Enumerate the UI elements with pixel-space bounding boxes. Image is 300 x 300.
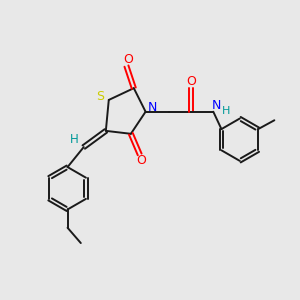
Text: O: O <box>186 75 196 88</box>
Text: O: O <box>123 53 133 66</box>
Text: N: N <box>212 99 221 112</box>
Text: S: S <box>97 91 104 103</box>
Text: H: H <box>221 106 230 116</box>
Text: H: H <box>70 133 79 146</box>
Text: O: O <box>136 154 146 167</box>
Text: N: N <box>147 101 157 114</box>
